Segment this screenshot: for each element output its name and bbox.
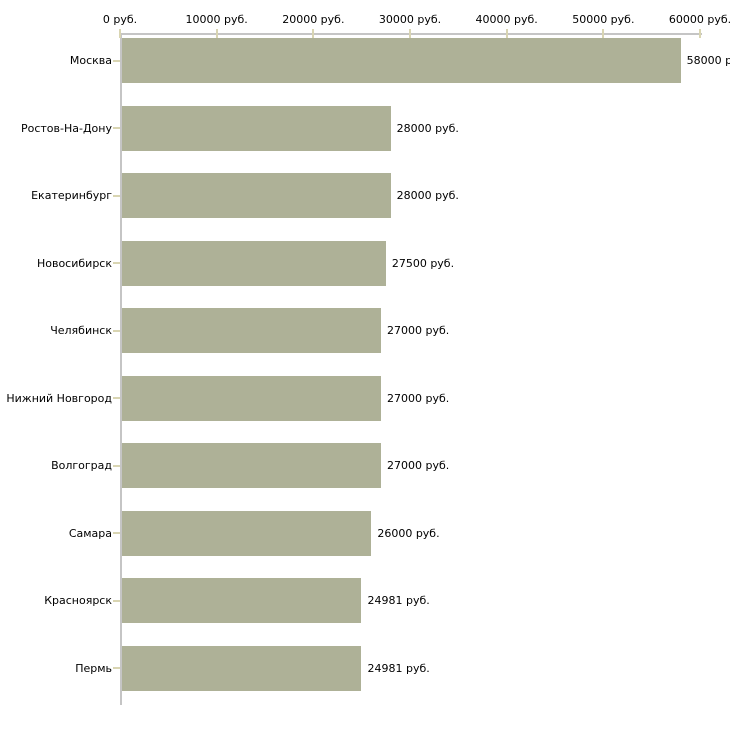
x-tick-mark: [409, 29, 411, 38]
bar-value-label: 27000 руб.: [387, 459, 450, 472]
bar-value-label: 24981 руб.: [367, 661, 430, 675]
x-tick-mark: [699, 29, 701, 38]
y-axis-tick-mark: [113, 599, 120, 602]
x-axis-tick-label: 50000 руб.: [572, 13, 635, 26]
bar: [122, 38, 681, 83]
bar-value-label: 28000 руб.: [396, 121, 459, 135]
bar: [122, 308, 381, 353]
category-label: Москва: [69, 54, 112, 67]
y-axis-tick-mark: [113, 397, 120, 399]
y-axis-tick-mark: [113, 667, 120, 669]
x-axis-tick-label: 30000 руб.: [378, 13, 442, 26]
x-axis-tick-label: 20000 руб.: [282, 13, 345, 26]
x-axis-line: [120, 33, 702, 35]
x-axis-tick-label: 60000 руб.: [668, 13, 730, 26]
category-label: Екатеринбург: [31, 189, 112, 202]
bar-value-label: 27000 руб.: [387, 324, 450, 337]
category-label: Новосибирск: [36, 256, 112, 270]
bar: [122, 578, 362, 623]
bar-value-label: 27000 руб.: [387, 391, 450, 405]
bar-value-label: 24981 руб.: [367, 594, 430, 607]
x-tick-mark: [312, 29, 315, 38]
bar: [122, 443, 381, 488]
x-tick-mark: [119, 29, 121, 38]
category-label: Челябинск: [50, 324, 112, 337]
y-axis-tick-mark: [113, 262, 120, 264]
bar: [122, 510, 372, 556]
y-axis-tick-mark: [113, 329, 120, 332]
bar-value-label: 58000 руб.: [686, 54, 730, 67]
x-tick-mark: [602, 29, 605, 38]
x-axis-tick-label: 40000 руб.: [475, 13, 538, 26]
bar: [122, 240, 386, 286]
y-axis-line: [120, 33, 122, 705]
y-axis-tick-mark: [113, 194, 120, 197]
x-tick-mark: [505, 29, 508, 38]
y-axis-tick-mark: [113, 127, 120, 129]
category-label: Волгоград: [51, 459, 112, 472]
x-axis-tick-label: 10000 руб.: [185, 13, 248, 26]
category-label: Нижний Новгород: [6, 391, 112, 405]
category-label: Самара: [68, 526, 112, 540]
bar: [122, 105, 391, 151]
bar-value-label: 28000 руб.: [396, 189, 459, 202]
category-label: Красноярск: [44, 594, 112, 607]
bar-value-label: 27500 руб.: [391, 256, 455, 270]
x-axis-tick-label: 0 руб.: [102, 13, 138, 26]
y-axis-tick-mark: [113, 464, 120, 467]
bar: [122, 173, 391, 218]
category-label: Пермь: [75, 661, 112, 675]
y-axis-tick-mark: [113, 532, 120, 534]
category-label: Ростов-На-Дону: [20, 121, 112, 135]
bar-value-label: 26000 руб.: [377, 526, 440, 540]
bar: [122, 645, 362, 691]
y-axis-tick-mark: [113, 59, 120, 62]
bar: [122, 375, 381, 421]
x-tick-mark: [215, 29, 218, 38]
